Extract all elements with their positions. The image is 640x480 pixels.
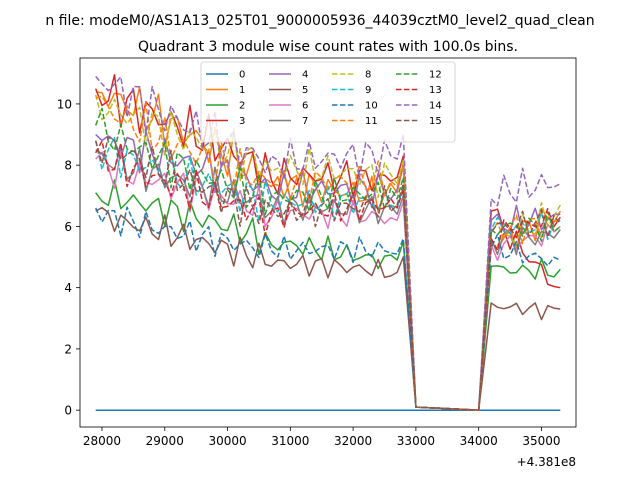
y-tick-label: 6	[64, 220, 72, 234]
y-tick-label: 8	[64, 159, 72, 173]
legend-entry-3: 3	[206, 116, 245, 127]
x-tick-label: 35000	[522, 434, 560, 448]
legend-entry-5: 5	[269, 85, 308, 96]
legend-label: 8	[365, 70, 371, 81]
x-tick-label: 34000	[460, 434, 498, 448]
legend-label: 3	[239, 116, 245, 127]
legend-label: 15	[429, 116, 442, 127]
legend-label: 13	[429, 85, 442, 96]
legend-label: 1	[239, 85, 245, 96]
legend-label: 11	[365, 116, 378, 127]
legend-label: 0	[239, 70, 245, 81]
axes: 28000 29000 30000 31000 32000 33000 34000 35000…	[57, 57, 577, 448]
legend-box	[200, 61, 456, 143]
legend-entry-8: 8	[332, 70, 371, 81]
legend-label: 2	[239, 101, 245, 112]
legend-label: 14	[429, 101, 442, 112]
legend-entry-2: 2	[206, 101, 245, 112]
legend-label: 10	[365, 101, 378, 112]
legend-entry-1: 1	[206, 85, 245, 96]
legend-entry-13: 13	[396, 85, 442, 96]
legend-entry-7: 7	[269, 116, 308, 127]
x-offset-label: +4.381e8	[517, 455, 576, 469]
x-tick-label: 32000	[334, 434, 372, 448]
x-tick-label: 31000	[271, 434, 309, 448]
y-tick-label: 4	[64, 281, 72, 295]
legend-label: 4	[302, 70, 308, 81]
legend-entry-11: 11	[332, 116, 378, 127]
series-lines	[94, 74, 561, 411]
legend-label: 9	[365, 85, 371, 96]
chart-title: Quadrant 3 module wise count rates with …	[138, 39, 518, 55]
x-tick-label: 30000	[208, 434, 246, 448]
axes-frame	[79, 57, 577, 428]
figure-suptitle: n file: modeM0/AS1A13_025T01_9000005936_…	[45, 13, 594, 29]
legend-label: 12	[429, 70, 442, 81]
x-tick-label: 29000	[146, 434, 184, 448]
legend-entry-12: 12	[396, 70, 442, 81]
legend-label: 6	[302, 101, 308, 112]
legend-entry-4: 4	[269, 70, 308, 81]
legend-entry-9: 9	[332, 85, 371, 96]
y-tick-label: 0	[64, 404, 72, 418]
x-tick-label: 28000	[83, 434, 121, 448]
legend-entry-0: 0	[206, 70, 245, 81]
legend-entry-15: 15	[396, 116, 442, 127]
y-tick-label: 10	[57, 97, 72, 111]
plot-area	[94, 74, 561, 411]
y-tick-label: 2	[64, 342, 72, 356]
legend-label: 5	[302, 85, 308, 96]
legend-label: 7	[302, 116, 308, 127]
legend-entry-14: 14	[396, 101, 442, 112]
series-line-11	[95, 95, 561, 411]
series-line-14	[95, 75, 561, 411]
legend-entry-10: 10	[332, 101, 378, 112]
series-line-5	[95, 206, 561, 411]
legend-entry-6: 6	[269, 101, 308, 112]
x-tick-label: 33000	[397, 434, 435, 448]
series-line-15	[94, 136, 561, 411]
